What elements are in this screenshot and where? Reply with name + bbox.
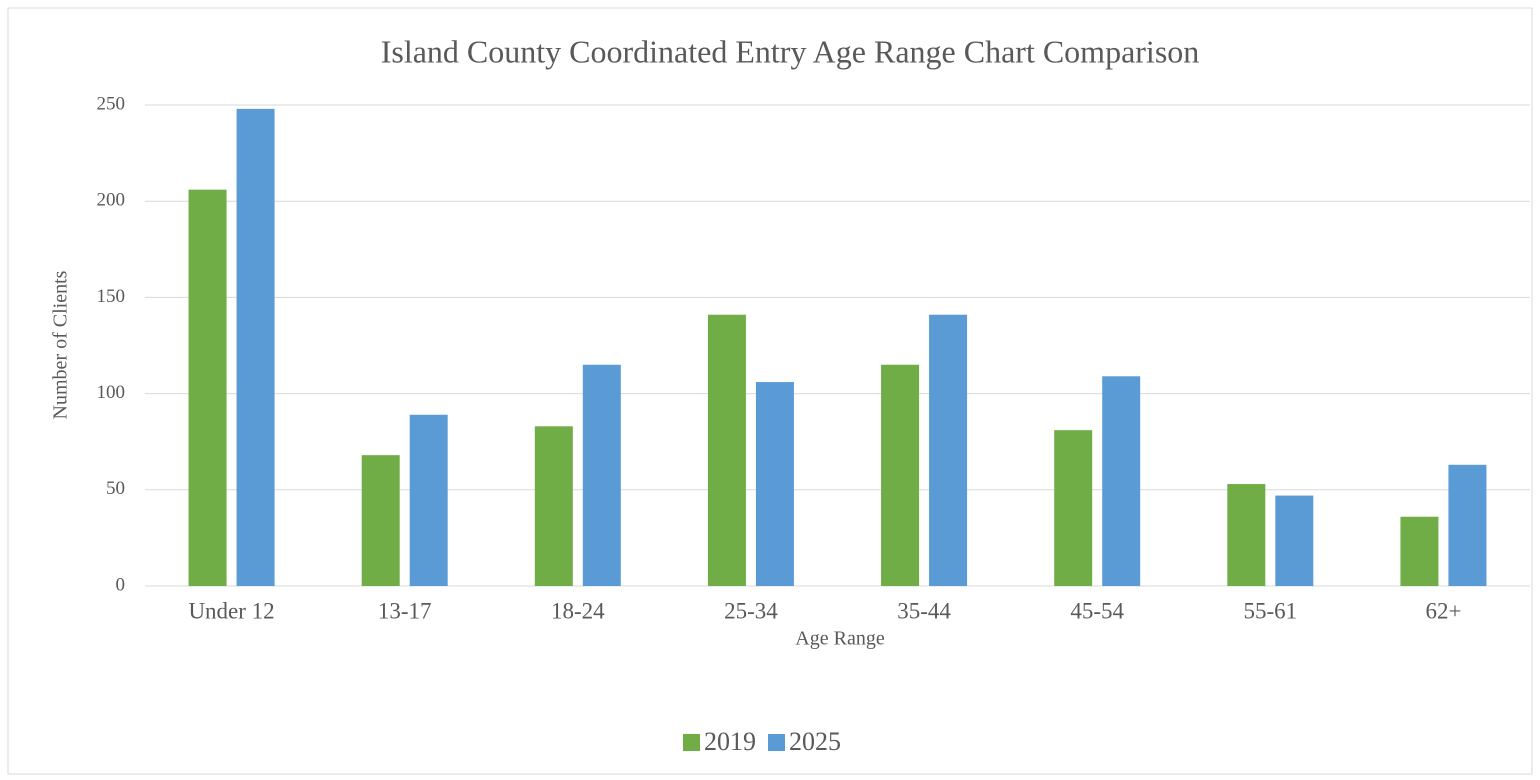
legend: 2019 2025 (683, 727, 841, 756)
x-tick-label: 62+ (1425, 598, 1461, 623)
x-axis-label: Age Range (795, 628, 885, 650)
bar (409, 414, 448, 586)
y-tick-label: 100 (97, 382, 126, 403)
y-tick-label: 150 (97, 286, 126, 307)
x-tick-label: 25-34 (724, 598, 778, 623)
y-tick-label: 250 (97, 93, 126, 114)
bar (236, 108, 275, 587)
x-tick-label: 18-24 (551, 598, 605, 623)
bar (755, 382, 794, 586)
bar (188, 189, 227, 586)
legend-swatch (768, 734, 785, 751)
x-tick-label: 13-17 (378, 598, 432, 623)
bar (881, 364, 920, 586)
legend-label: 2025 (789, 727, 841, 756)
bar (361, 455, 400, 586)
x-tick-label: 45-54 (1070, 598, 1124, 623)
x-tick-label: 55-61 (1243, 598, 1297, 623)
y-axis-label: Number of Clients (50, 270, 72, 419)
bar (582, 364, 621, 586)
y-tick-label: 0 (116, 574, 126, 595)
bar (1400, 516, 1439, 586)
bar (1054, 430, 1093, 586)
bar (1227, 484, 1266, 586)
chart-title: Island County Coordinated Entry Age Rang… (381, 33, 1200, 69)
x-tick-label: Under 12 (188, 598, 274, 623)
legend-label: 2019 (704, 727, 756, 756)
bar (707, 314, 746, 586)
bar (929, 314, 968, 586)
legend-swatch (683, 734, 700, 751)
bar (1275, 495, 1314, 586)
bar (1448, 464, 1487, 586)
bar (534, 426, 573, 586)
y-tick-label: 200 (97, 190, 126, 211)
x-tick-label: 35-44 (897, 598, 951, 623)
y-tick-label: 50 (106, 478, 125, 499)
bar (1102, 376, 1141, 586)
